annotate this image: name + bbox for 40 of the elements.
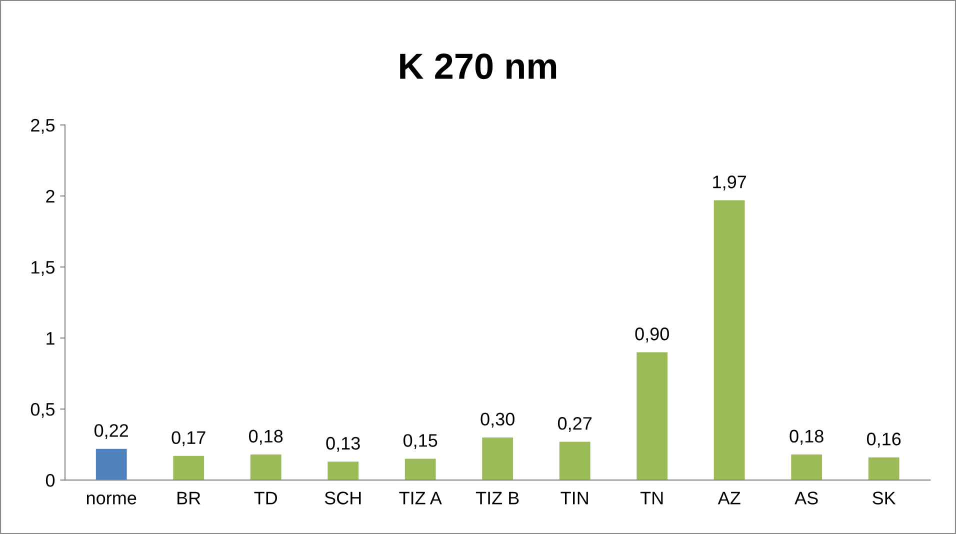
bar: [714, 200, 745, 480]
bar: [404, 458, 436, 480]
y-tick-label: 1,5: [32, 261, 55, 276]
data-label: 0,16: [866, 432, 901, 448]
data-label: 0,15: [403, 434, 438, 449]
x-tick-label: SK: [872, 492, 896, 504]
x-tick-label: TIN: [560, 492, 588, 504]
data-label: 0,17: [172, 431, 206, 446]
data-label: 0,22: [94, 424, 128, 440]
data-label: 0,90: [635, 328, 669, 342]
x-tick-label: AZ: [718, 492, 740, 504]
data-label: 1,97: [713, 176, 746, 190]
x-tick-label: TD: [254, 492, 278, 504]
bar: [96, 448, 127, 480]
bar: [482, 437, 514, 480]
data-label: 0,18: [248, 430, 283, 445]
data-label: 0,13: [326, 436, 360, 452]
y-tick-label: 2: [46, 190, 54, 203]
x-tick-label: SCH: [324, 492, 361, 504]
y-tick-label: 2,5: [31, 118, 55, 134]
bar: [868, 457, 900, 480]
x-tick-label: TIZ A: [399, 492, 442, 504]
y-tick-label: 0,5: [30, 402, 55, 418]
x-tick-label: AS: [794, 492, 818, 504]
chart-title: K 270 nm: [400, 54, 556, 80]
bar: [559, 442, 590, 480]
bar: [636, 352, 668, 480]
y-tick-label: 1: [46, 332, 54, 345]
bar: [250, 454, 282, 480]
y-tick-label: 0: [46, 474, 55, 487]
bar: [173, 456, 204, 480]
data-label: 0,30: [480, 412, 514, 428]
x-tick-label: norme: [86, 494, 136, 504]
x-tick-label: TIZ B: [476, 492, 519, 504]
data-label: 0,18: [790, 430, 824, 445]
bar: [328, 462, 359, 480]
x-tick-label: BR: [178, 492, 200, 504]
bar: [791, 454, 822, 480]
x-tick-label: TN: [640, 492, 663, 504]
data-label: 0,27: [558, 417, 592, 432]
